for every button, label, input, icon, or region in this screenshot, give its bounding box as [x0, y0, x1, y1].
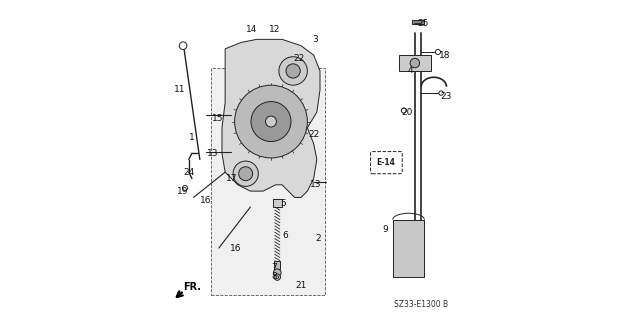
Circle shape [182, 185, 188, 190]
Text: 8: 8 [271, 272, 277, 281]
Text: 17: 17 [226, 174, 237, 183]
Circle shape [274, 274, 280, 280]
Circle shape [286, 64, 300, 78]
Text: 13: 13 [310, 180, 321, 189]
Text: 19: 19 [177, 187, 188, 196]
Bar [211, 68, 324, 295]
Bar [273, 199, 282, 207]
Text: 24: 24 [183, 168, 195, 177]
Circle shape [179, 42, 187, 49]
Text: 12: 12 [268, 25, 280, 34]
Text: 13: 13 [207, 149, 218, 158]
Text: 21: 21 [295, 281, 307, 291]
Text: 4: 4 [407, 66, 413, 76]
Text: 9: 9 [382, 225, 388, 234]
Text: FR.: FR. [184, 282, 202, 292]
Circle shape [273, 269, 281, 277]
Text: 22: 22 [294, 54, 305, 63]
FancyArrowPatch shape [177, 292, 182, 297]
Text: 15: 15 [211, 114, 223, 123]
Text: 14: 14 [246, 25, 258, 34]
Text: 7: 7 [271, 263, 277, 271]
Circle shape [239, 167, 253, 181]
Bar [274, 261, 280, 269]
Text: 18: 18 [439, 51, 451, 60]
Circle shape [410, 58, 420, 68]
Text: 16: 16 [230, 243, 242, 253]
Circle shape [233, 161, 259, 186]
Text: 2: 2 [316, 234, 321, 243]
Text: 6: 6 [282, 231, 288, 240]
Text: 5: 5 [281, 199, 287, 208]
Bar [399, 55, 431, 71]
Bar [412, 20, 424, 24]
Text: SZ33-E1300 B: SZ33-E1300 B [394, 300, 448, 309]
Bar [393, 219, 424, 277]
FancyBboxPatch shape [371, 152, 402, 174]
Text: 22: 22 [308, 130, 319, 139]
Text: 16: 16 [200, 196, 212, 205]
Polygon shape [222, 39, 320, 197]
Text: 1: 1 [189, 133, 195, 142]
Circle shape [266, 116, 276, 127]
Circle shape [435, 49, 440, 55]
Circle shape [279, 57, 307, 85]
Circle shape [235, 85, 307, 158]
Text: E-14: E-14 [376, 158, 395, 167]
Circle shape [439, 91, 444, 95]
Text: 11: 11 [173, 85, 185, 94]
Circle shape [401, 108, 406, 113]
Text: 3: 3 [312, 35, 318, 44]
Text: 20: 20 [401, 108, 413, 116]
Text: 23: 23 [441, 92, 452, 101]
Circle shape [276, 276, 278, 278]
Circle shape [251, 101, 291, 142]
Text: 25: 25 [417, 19, 428, 28]
